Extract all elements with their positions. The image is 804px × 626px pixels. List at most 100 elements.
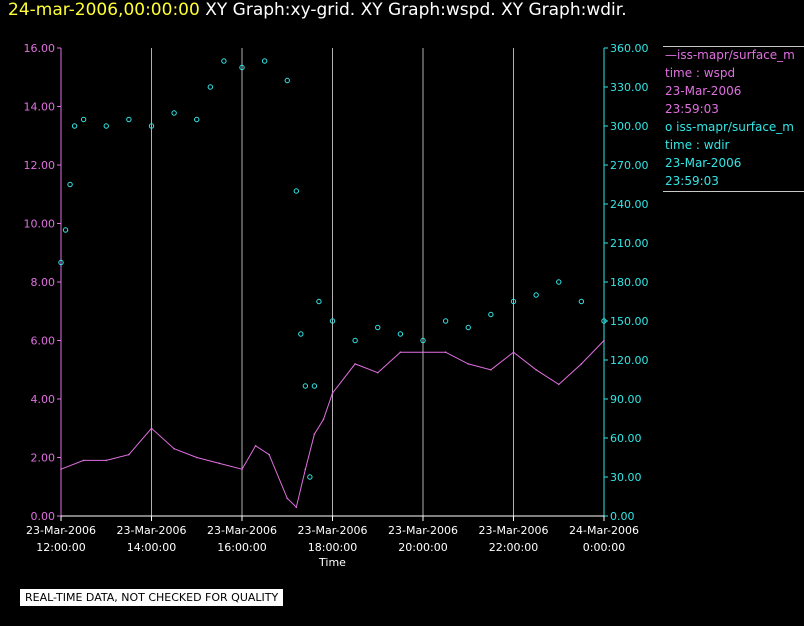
data-point-wspd xyxy=(218,462,221,465)
right-tick-label: 300.00 xyxy=(610,120,649,133)
left-tick-label: 0.00 xyxy=(31,510,56,523)
x-axis-title: Time xyxy=(318,556,346,569)
data-point-wdir xyxy=(302,383,309,389)
data-point-wdir xyxy=(578,298,585,305)
data-point-wspd xyxy=(467,363,470,365)
data-point-wdir xyxy=(311,383,318,389)
right-tick-label: 60.00 xyxy=(610,432,642,445)
data-point-wspd xyxy=(603,339,605,342)
data-point-wdir xyxy=(221,58,227,64)
data-point-wspd xyxy=(399,351,402,354)
data-point-wdir xyxy=(352,337,358,344)
right-tick-label: 360.00 xyxy=(610,42,649,55)
data-point-wspd xyxy=(128,453,130,456)
data-point-wdir xyxy=(194,116,200,123)
x-tick-label-date: 23-Mar-2006 xyxy=(26,524,96,537)
data-point-wspd xyxy=(422,351,424,354)
data-point-wdir xyxy=(207,84,214,90)
data-point-wdir xyxy=(533,292,539,298)
x-tick-label-time: 16:00:00 xyxy=(217,541,266,554)
data-point-wspd xyxy=(322,418,325,421)
legend-time-wspd: 23:59:03 xyxy=(665,102,719,116)
data-point-wdir xyxy=(126,116,132,123)
right-tick-label: 210.00 xyxy=(610,237,649,250)
x-tick-label-time: 0:00:00 xyxy=(583,541,625,554)
data-point-wspd xyxy=(241,468,243,471)
data-point-wdir xyxy=(58,259,64,266)
data-point-wdir xyxy=(316,298,322,305)
legend-source-wdir: o iss-mapr/surface_m xyxy=(665,120,794,134)
data-point-wspd xyxy=(376,371,379,374)
data-point-wspd xyxy=(105,459,108,462)
right-tick-label: 180.00 xyxy=(610,276,649,289)
legend-divider xyxy=(663,46,804,47)
right-tick-label: 240.00 xyxy=(610,198,649,211)
left-tick-label: 8.00 xyxy=(31,276,56,289)
x-tick-label-time: 18:00:00 xyxy=(308,541,357,554)
data-point-wspd xyxy=(557,383,560,386)
right-tick-label: 330.00 xyxy=(610,81,649,94)
right-tick-label: 120.00 xyxy=(610,354,649,367)
left-tick-label: 2.00 xyxy=(31,452,56,465)
right-tick-label: 270.00 xyxy=(610,159,649,172)
data-point-wdir xyxy=(67,181,73,188)
data-point-wspd xyxy=(444,351,447,354)
data-point-wdir xyxy=(420,337,426,344)
data-point-wspd xyxy=(254,445,257,447)
x-tick-label-time: 22:00:00 xyxy=(489,541,538,554)
data-point-wdir xyxy=(601,318,607,324)
data-point-wdir xyxy=(556,279,562,285)
data-point-wspd xyxy=(286,497,289,500)
left-tick-label: 16.00 xyxy=(24,42,56,55)
data-point-wspd xyxy=(304,468,307,471)
data-point-wdir xyxy=(307,474,313,480)
data-point-wspd xyxy=(331,392,334,394)
data-point-wspd xyxy=(82,459,85,462)
right-tick-label: 150.00 xyxy=(610,315,649,328)
data-point-wspd xyxy=(512,351,515,354)
legend-var-wspd: time : wspd xyxy=(665,66,736,80)
data-point-wspd xyxy=(195,456,198,459)
data-point-wdir xyxy=(171,110,177,116)
data-point-wdir xyxy=(465,324,471,331)
left-tick-label: 6.00 xyxy=(31,335,56,348)
data-point-wspd xyxy=(580,363,583,365)
x-tick-label-time: 14:00:00 xyxy=(127,541,176,554)
data-point-wdir xyxy=(239,64,245,71)
x-tick-label-date: 23-Mar-2006 xyxy=(298,524,368,537)
legend-var-wdir: time : wdir xyxy=(665,138,730,152)
data-point-wdir xyxy=(442,318,449,324)
data-point-wdir xyxy=(329,318,336,324)
data-point-wdir xyxy=(62,227,69,233)
data-point-wdir xyxy=(71,123,78,129)
legend-time-wdir: 23:59:03 xyxy=(665,174,719,188)
data-point-wdir xyxy=(103,123,109,129)
data-point-wspd xyxy=(354,363,356,365)
legend-date-wspd: 23-Mar-2006 xyxy=(665,84,742,98)
x-tick-label-time: 12:00:00 xyxy=(36,541,85,554)
x-tick-label-date: 23-Mar-2006 xyxy=(479,524,549,537)
data-point-wspd xyxy=(150,427,153,430)
left-tick-label: 12.00 xyxy=(24,159,56,172)
data-point-wdir xyxy=(293,188,299,194)
qc-warning-label: REAL-TIME DATA, NOT CHECKED FOR QUALITY xyxy=(20,589,284,606)
data-point-wdir xyxy=(375,324,381,331)
data-point-wdir xyxy=(397,331,404,337)
legend: —iss-mapr/surface_m time : wspd 23-Mar-2… xyxy=(663,46,804,192)
chart-title: 24-mar-2006,00:00:00 XY Graph:xy-grid. X… xyxy=(8,0,627,20)
right-tick-label: 30.00 xyxy=(610,471,642,484)
data-point-wspd xyxy=(295,506,298,509)
x-tick-label-time: 20:00:00 xyxy=(398,541,447,554)
legend-entry-wspd: —iss-mapr/surface_m time : wspd 23-Mar-2… xyxy=(665,46,804,118)
x-tick-label-date: 23-Mar-2006 xyxy=(117,524,187,537)
data-point-wdir xyxy=(80,116,87,123)
x-tick-label-date: 24-Mar-2006 xyxy=(569,524,639,537)
data-point-wspd xyxy=(268,453,270,456)
right-tick-label: 0.00 xyxy=(610,510,635,523)
x-tick-label-date: 23-Mar-2006 xyxy=(388,524,458,537)
left-tick-label: 4.00 xyxy=(31,393,56,406)
right-tick-label: 90.00 xyxy=(610,393,642,406)
legend-source-wspd: —iss-mapr/surface_m xyxy=(665,48,795,62)
data-point-wdir xyxy=(298,331,304,337)
